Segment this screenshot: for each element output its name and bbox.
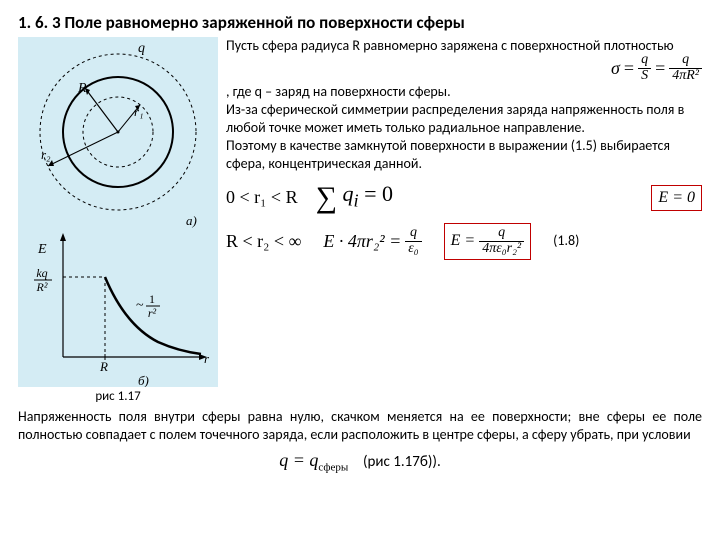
sigma-equation: σ = qS = q4πR² [611, 53, 702, 83]
condition-2: R < r₂ < ∞ [226, 230, 301, 253]
e-zero-box: E = 0 [651, 185, 702, 211]
svg-text:1: 1 [149, 292, 155, 306]
bottom-equation: q = qсферы (рис 1.17б)). [18, 450, 702, 474]
svg-text:r²: r² [148, 306, 157, 320]
condition-1: 0 < r₁ < R [226, 186, 298, 209]
fig-label-a: а) [186, 213, 197, 228]
para-1d: Поэтому в качестве замкнутой поверхности… [226, 137, 702, 173]
figure-caption: рис 1.17 [18, 389, 218, 404]
para-1c: Из-за сферической симметрии распределени… [226, 101, 702, 137]
bottom-ref: (рис 1.17б)). [363, 453, 441, 471]
fig-axis-R: R [99, 359, 108, 374]
figure-1-17: q R r₁ r₂ а) E kq [18, 37, 218, 404]
fig-label-q: q [138, 41, 145, 56]
body-text: Пусть сфера радиуса R равномерно заряжен… [226, 37, 702, 404]
section-title: 1. 6. 3 Поле равномерно заряженной по по… [18, 12, 702, 33]
fig-label-r2: r₂ [41, 147, 51, 162]
sum-equation: ∑ qi = 0 [316, 179, 393, 217]
equation-number: (1.8) [553, 232, 579, 250]
fig-label-b: б) [138, 373, 149, 387]
svg-text:~: ~ [136, 298, 144, 313]
flux-equation: E · 4πr₂² = qε₀ [323, 226, 421, 256]
fig-label-R: R [77, 81, 87, 96]
para-1b: , где q – заряд на поверхности сферы. [226, 83, 702, 101]
svg-text:R²: R² [36, 280, 48, 294]
svg-text:kq: kq [36, 266, 47, 280]
fig-label-r1: r₁ [134, 104, 144, 119]
para-1a: Пусть сфера радиуса R равномерно заряжен… [226, 37, 674, 54]
fig-axis-E: E [37, 242, 47, 257]
bottom-paragraph: Напряженность поля внутри сферы равна ну… [18, 408, 702, 444]
e-final-box: E = q4πε₀r₂² [444, 223, 532, 259]
